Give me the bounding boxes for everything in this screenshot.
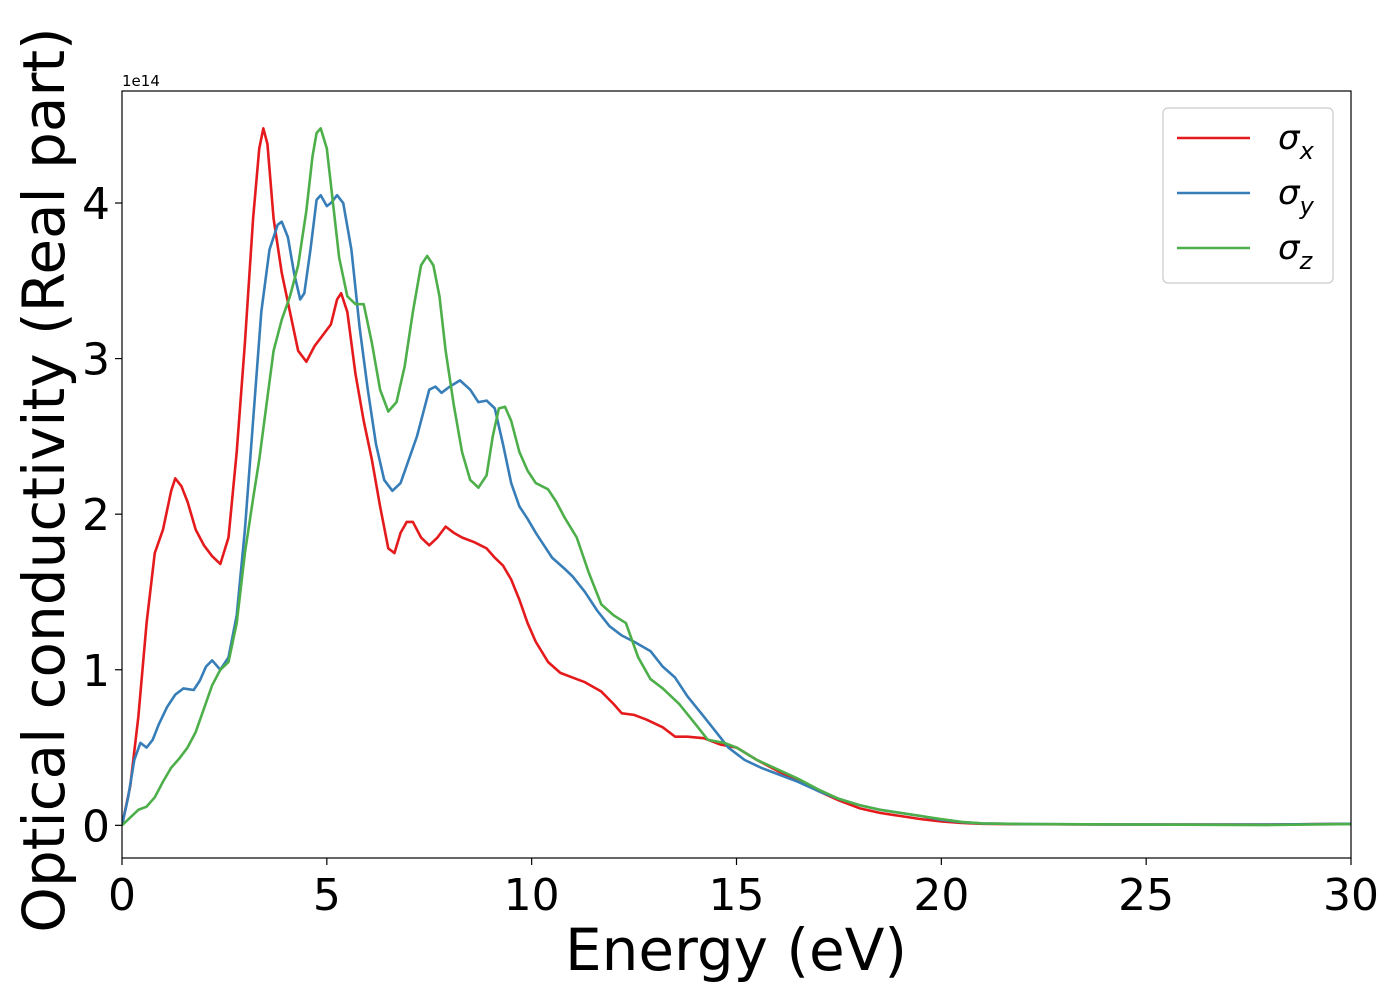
x-tick-label: 0 — [108, 870, 136, 921]
y-axis-title: Optical conductivity (Real part) — [10, 27, 78, 932]
y-tick-label: 3 — [82, 335, 110, 386]
y-axis-offset-label: 1e14 — [122, 72, 160, 90]
x-tick-label: 15 — [709, 870, 765, 921]
y-tick-label: 4 — [82, 179, 110, 230]
axes: 0 5 10 15 20 25 30 0 1 2 3 4 — [82, 90, 1379, 921]
legend-subscript: y — [1299, 192, 1315, 220]
x-tick-label: 20 — [913, 870, 969, 921]
legend-subscript: x — [1299, 137, 1315, 165]
series-line-sigma-y — [122, 193, 1351, 826]
plot-area — [122, 127, 1351, 827]
x-tick-label: 25 — [1118, 870, 1174, 921]
legend-subscript: z — [1299, 247, 1314, 275]
series-line-sigma-z — [122, 127, 1351, 827]
y-tick-label: 2 — [82, 490, 110, 541]
legend-box — [1162, 107, 1334, 284]
legend-label-sigma-x: σx — [1278, 118, 1315, 165]
y-tick-label: 1 — [82, 646, 110, 697]
y-tick-label: 0 — [82, 801, 110, 852]
x-axis-title: Energy (eV) — [565, 916, 907, 984]
x-tick-label: 10 — [504, 870, 560, 921]
x-tick-label: 5 — [313, 870, 341, 921]
x-tick-label: 30 — [1323, 870, 1379, 921]
